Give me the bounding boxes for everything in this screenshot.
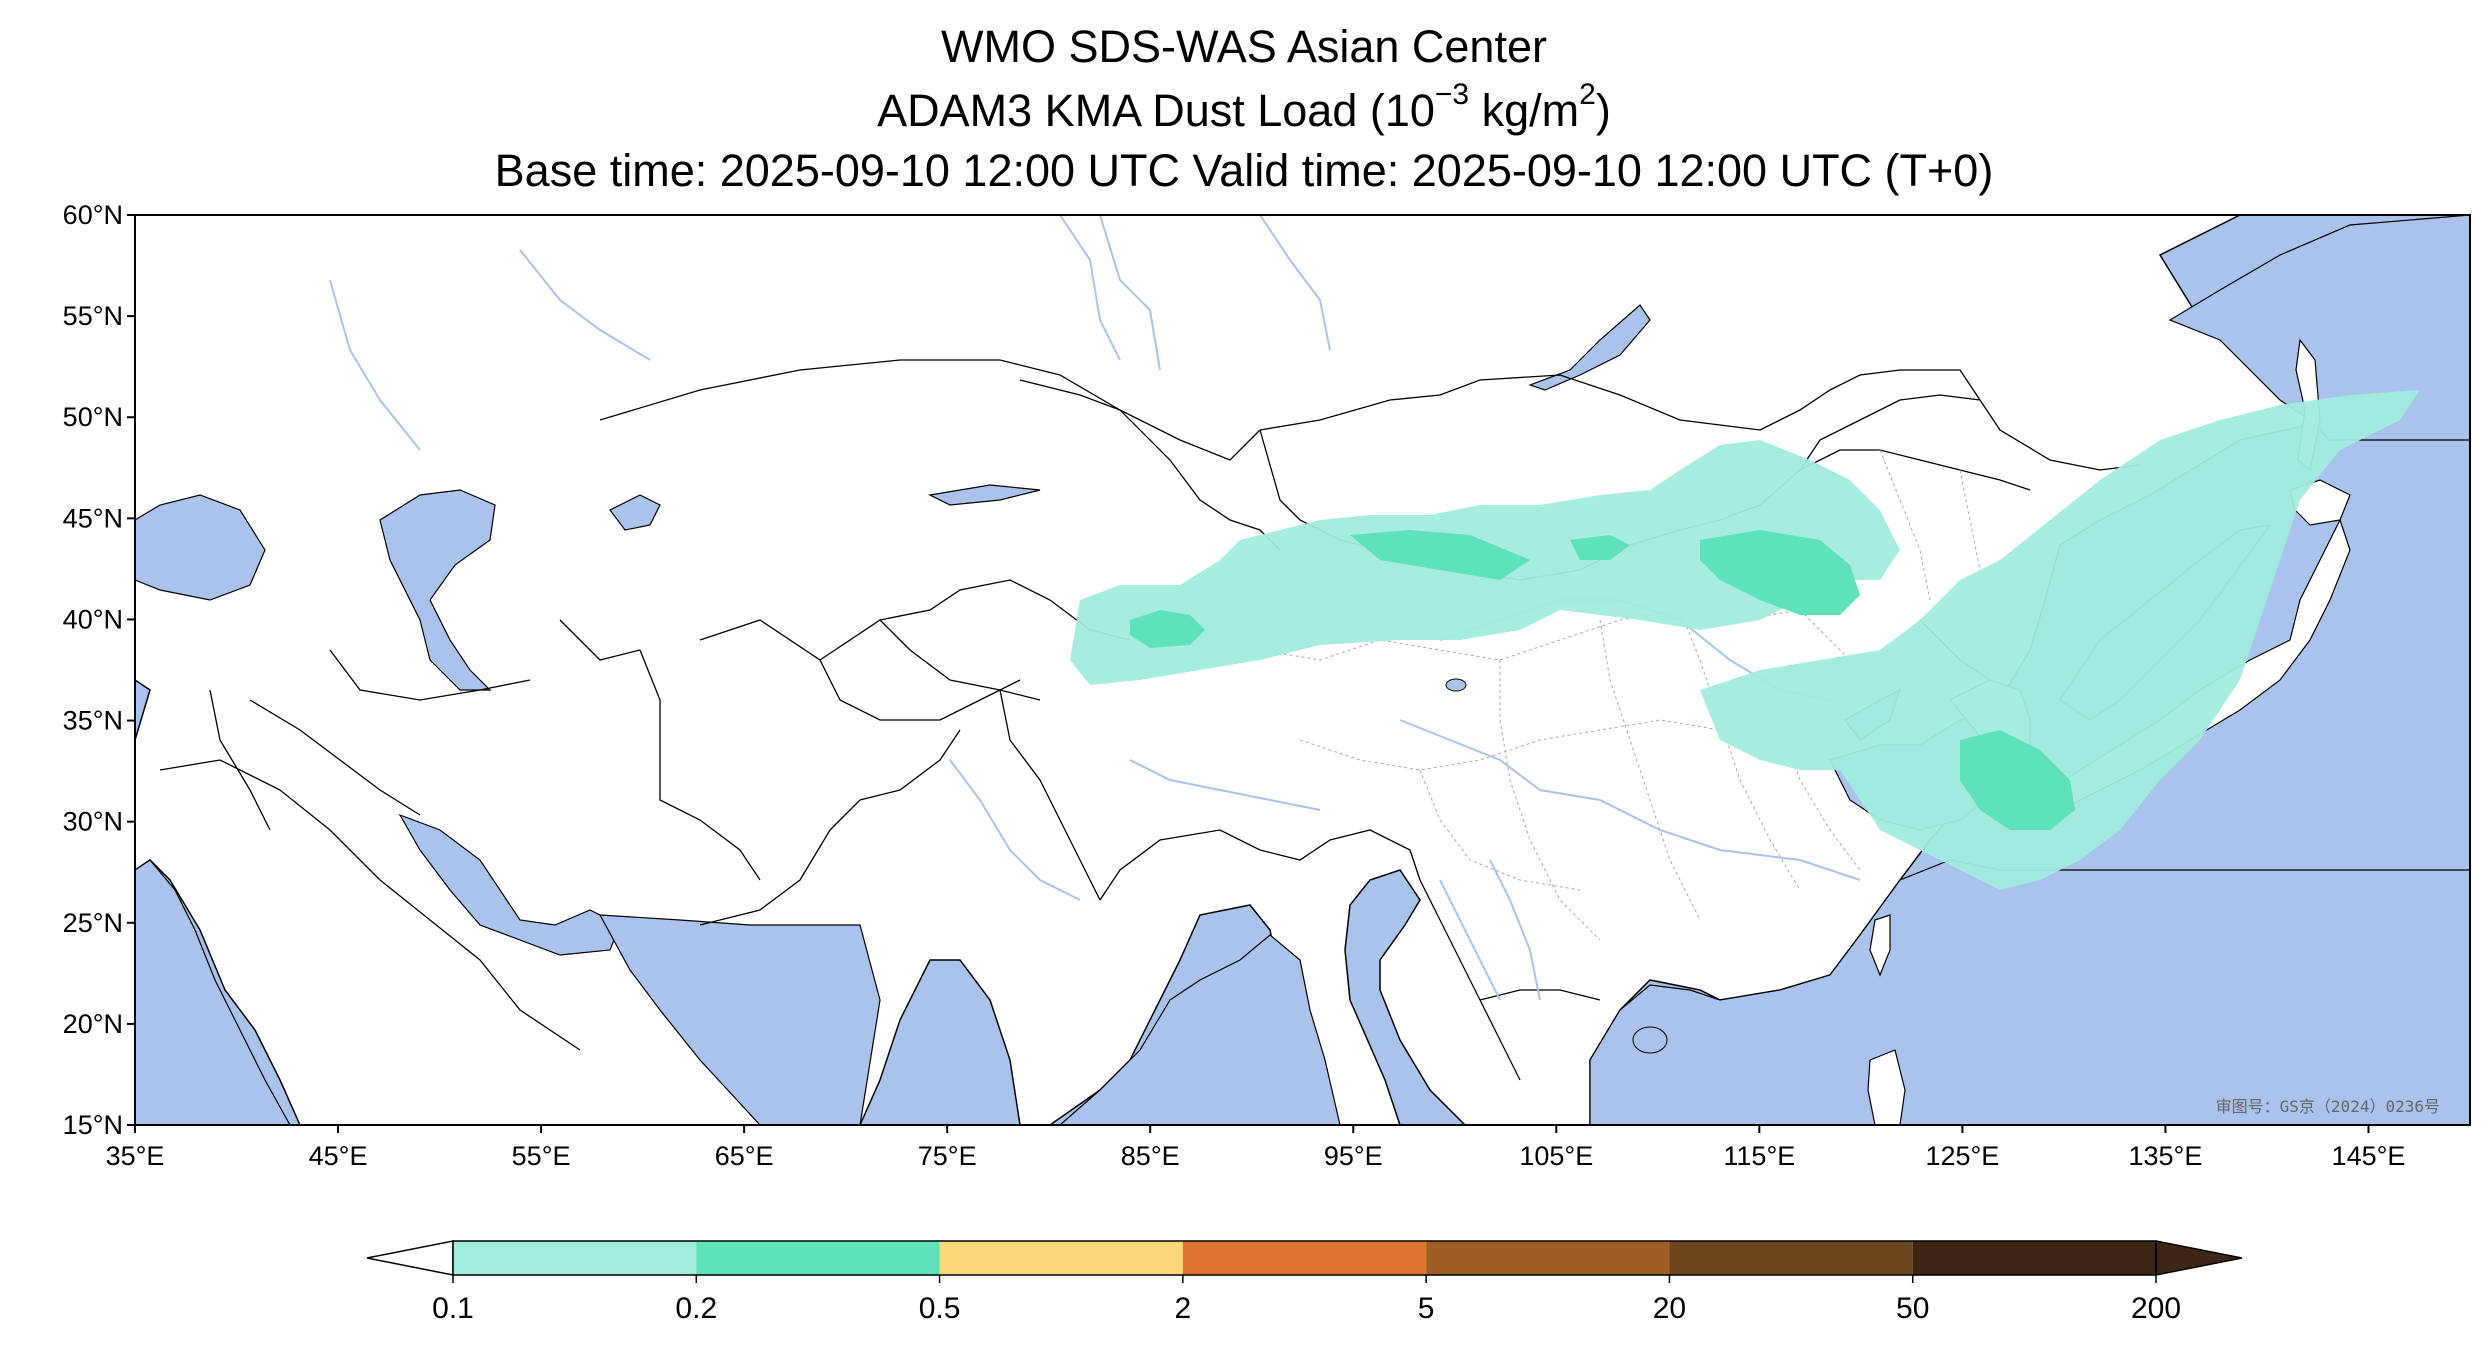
colorbar-segment: [1669, 1241, 1913, 1275]
dust-region-mid-yellow-sea: [1960, 730, 2075, 830]
lat-tick-label: 15°N: [63, 1110, 123, 1140]
lat-tick-label: 55°N: [63, 301, 123, 331]
lat-tick-label: 20°N: [63, 1009, 123, 1039]
qinghai-lake: [1445, 678, 1467, 692]
luzon-island: [1867, 1049, 1906, 1125]
longitude-axis: 35°E 45°E 55°E 65°E 75°E 85°E 95°E 105°E 115°E 12…: [106, 1125, 2406, 1171]
caspian-sea: [379, 489, 496, 691]
dust-region-mid-taklimakan: [1130, 610, 1205, 648]
colorbar: 0.1 0.2 0.5 2 5 20 50 200: [366, 1240, 2243, 1325]
map-body: 审图号：GS京（2024）0236号: [135, 215, 2470, 1125]
map-frame: [134, 214, 2471, 1126]
lon-tick-label: 125°E: [1925, 1141, 1999, 1171]
sea-of-okhotsk: [2168, 215, 2470, 441]
south-china-sea: [1589, 859, 2470, 1125]
aral-sea: [609, 494, 661, 531]
lat-tick-label: 30°N: [63, 807, 123, 837]
lon-tick-label: 145°E: [2332, 1141, 2406, 1171]
lon-tick-label: 85°E: [1121, 1141, 1180, 1171]
lat-tick-label: 60°N: [63, 200, 123, 230]
bay-of-bengal: [1059, 934, 1341, 1125]
colorbar-segment: [696, 1241, 940, 1275]
lat-tick-label: 25°N: [63, 908, 123, 938]
map-subtitle: ADAM3 KMA Dust Load (10−3 kg/m2): [877, 78, 1611, 136]
country-borders: [159, 359, 2141, 1081]
latitude-axis: 60°N 55°N 50°N 45°N 40°N 35°N 30°N 25°N 20°N 15°N: [63, 200, 135, 1140]
colorbar-tick-label: 50: [1896, 1292, 1929, 1325]
dust-load-field: [1070, 390, 2420, 890]
colorbar-tick-label: 200: [2131, 1292, 2181, 1325]
lon-tick-label: 75°E: [918, 1141, 977, 1171]
dust-region-low-east: [1700, 390, 2420, 890]
hainan-island: [1632, 1026, 1668, 1054]
colorbar-segment: [1182, 1241, 1427, 1275]
colorbar-tick-label: 0.2: [675, 1292, 717, 1325]
colorbar-segment: [453, 1241, 697, 1275]
lake-baikal: [1528, 304, 1651, 391]
map-title: WMO SDS-WAS Asian Center: [941, 21, 1547, 72]
map-approval-watermark: 审图号：GS京（2024）0236号: [2216, 1097, 2440, 1116]
dust-region-mid-gobi-east: [1700, 530, 1860, 615]
black-sea: [135, 494, 266, 601]
lon-tick-label: 95°E: [1324, 1141, 1383, 1171]
lat-tick-label: 45°N: [63, 503, 123, 533]
colorbar-segment: [1912, 1241, 2156, 1275]
lon-tick-label: 135°E: [2129, 1141, 2203, 1171]
dust-region-mid-gobi-west: [1350, 530, 1530, 580]
lon-tick-label: 105°E: [1519, 1141, 1593, 1171]
lon-tick-label: 55°E: [512, 1141, 571, 1171]
lon-tick-label: 65°E: [715, 1141, 774, 1171]
colorbar-tick-label: 5: [1418, 1292, 1435, 1325]
colorbar-extend-max: [2155, 1240, 2243, 1276]
colorbar-tick-label: 20: [1653, 1292, 1686, 1325]
arabian-sea-region: [135, 859, 291, 1125]
lat-tick-label: 35°N: [63, 706, 123, 736]
lat-tick-label: 50°N: [63, 402, 123, 432]
dust-region-mid-small: [1570, 535, 1630, 560]
colorbar-segment: [1426, 1241, 1670, 1275]
lat-tick-label: 40°N: [63, 604, 123, 634]
lon-tick-label: 35°E: [106, 1141, 165, 1171]
colorbar-tick-label: 0.1: [432, 1292, 474, 1325]
colorbar-outline: [452, 1240, 2157, 1276]
colorbar-tick-label: 2: [1175, 1292, 1192, 1325]
lon-tick-label: 45°E: [309, 1141, 368, 1171]
lake-balkhash: [928, 484, 1041, 506]
map-time-info: Base time: 2025-09-10 12:00 UTC Valid ti…: [494, 145, 1994, 196]
colorbar-extend-min: [366, 1240, 454, 1276]
colorbar-tick-label: 0.5: [919, 1292, 961, 1325]
gulf-of-oman: [598, 914, 881, 1125]
colorbar-segment: [939, 1241, 1183, 1275]
taiwan-island: [1869, 914, 1891, 977]
lon-tick-label: 115°E: [1723, 1141, 1795, 1171]
